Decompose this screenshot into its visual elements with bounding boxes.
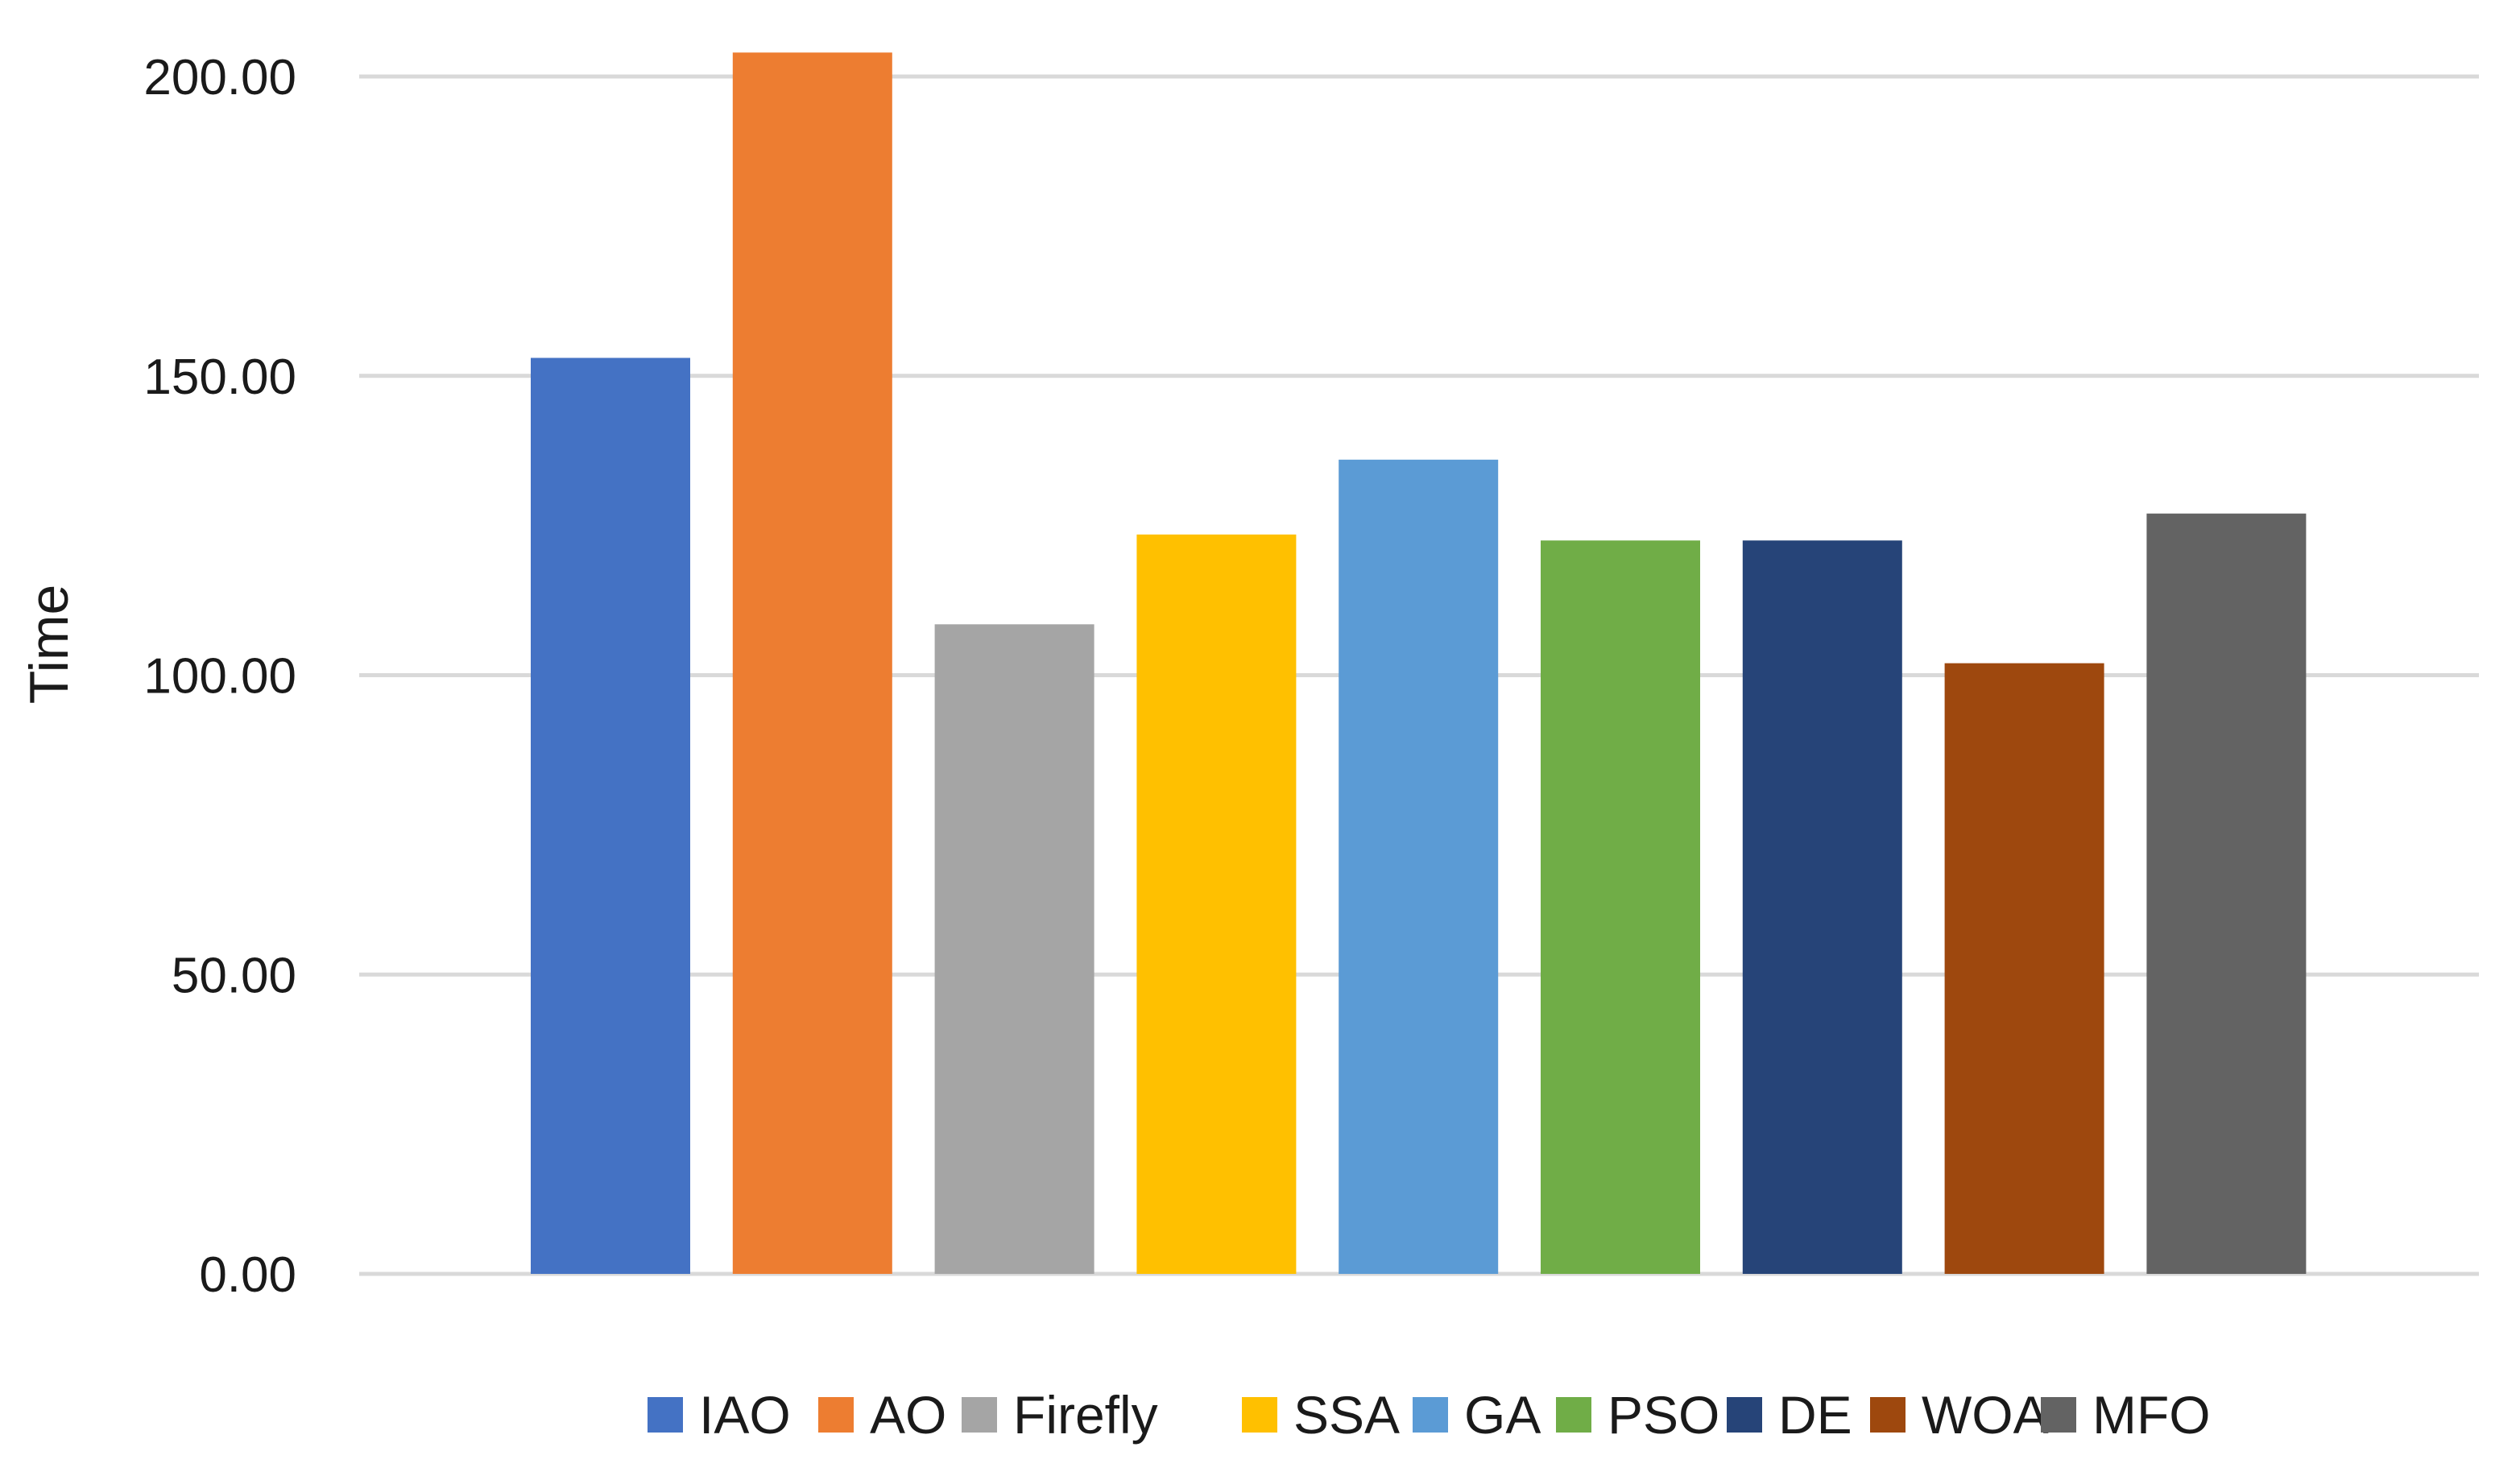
legend-swatch — [1727, 1397, 1762, 1433]
y-axis-tick-labels: 0.00 50.00 100.00 150.00 200.00 — [143, 50, 296, 1303]
legend-label: WOA — [1922, 1385, 2049, 1445]
y-tick-label: 150.00 — [143, 349, 296, 405]
y-tick-label: 0.00 — [199, 1247, 296, 1303]
y-tick-label: 100.00 — [143, 649, 296, 705]
legend-item-mfo: MFO — [2041, 1385, 2211, 1445]
bar-woa — [1944, 663, 2104, 1274]
bars — [531, 52, 2307, 1274]
legend-label: SSA — [1293, 1385, 1400, 1445]
legend-swatch — [1242, 1397, 1277, 1433]
legend-item-ga: GA — [1413, 1385, 1541, 1445]
legend-swatch — [648, 1397, 683, 1433]
legend-item-woa: WOA — [1870, 1385, 2049, 1445]
bar-de — [1742, 540, 1902, 1274]
legend-swatch — [962, 1397, 997, 1433]
legend-swatch — [2041, 1397, 2076, 1433]
legend-item-iao: IAO — [648, 1385, 791, 1445]
bar-ao — [732, 52, 892, 1274]
legend-label: PSO — [1608, 1385, 1719, 1445]
legend-item-firefly: Firefly — [962, 1385, 1158, 1445]
y-axis-title: Time — [19, 585, 80, 705]
legend: IAO AO Firefly SSA GA PSO DE WOA MFO — [648, 1385, 2211, 1445]
legend-label: DE — [1778, 1385, 1852, 1445]
legend-label: Firefly — [1013, 1385, 1158, 1445]
bar-ssa — [1136, 534, 1297, 1274]
legend-swatch — [818, 1397, 854, 1433]
legend-item-pso: PSO — [1556, 1385, 1719, 1445]
legend-item-ssa: SSA — [1242, 1385, 1400, 1445]
bar-iao — [531, 358, 690, 1274]
legend-swatch — [1413, 1397, 1448, 1433]
y-tick-label: 200.00 — [143, 50, 296, 105]
legend-label: GA — [1464, 1385, 1541, 1445]
legend-label: MFO — [2092, 1385, 2211, 1445]
legend-item-ao: AO — [818, 1385, 946, 1445]
legend-label: AO — [870, 1385, 946, 1445]
legend-swatch — [1556, 1397, 1591, 1433]
y-tick-label: 50.00 — [172, 948, 296, 1003]
bar-firefly — [934, 624, 1094, 1274]
bar-mfo — [2146, 513, 2307, 1274]
legend-item-de: DE — [1727, 1385, 1852, 1445]
bar-pso — [1541, 540, 1700, 1274]
legend-swatch — [1870, 1397, 1906, 1433]
bar-ga — [1339, 459, 1499, 1274]
legend-label: IAO — [699, 1385, 791, 1445]
